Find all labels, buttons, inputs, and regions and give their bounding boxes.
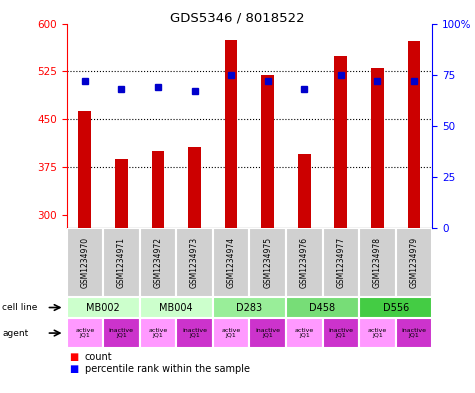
Text: D556: D556 [382, 303, 409, 312]
Text: inactive
JQ1: inactive JQ1 [328, 328, 353, 338]
Text: count: count [85, 352, 112, 362]
Text: inactive
JQ1: inactive JQ1 [255, 328, 280, 338]
Bar [66, 318, 103, 348]
Bar [66, 297, 140, 318]
Text: GSM1234978: GSM1234978 [373, 237, 382, 288]
Bar [66, 228, 103, 297]
Text: MB002: MB002 [86, 303, 120, 312]
Text: D458: D458 [310, 303, 335, 312]
Bar [396, 228, 432, 297]
Bar [176, 318, 213, 348]
Bar [140, 228, 176, 297]
Bar [359, 228, 396, 297]
Text: active
JQ1: active JQ1 [75, 328, 95, 338]
Text: GSM1234977: GSM1234977 [336, 237, 345, 288]
Bar [298, 154, 311, 228]
Bar [323, 318, 359, 348]
Bar [213, 228, 249, 297]
Text: GSM1234970: GSM1234970 [80, 237, 89, 288]
Bar [334, 55, 347, 228]
Bar [188, 147, 201, 228]
Text: GSM1234973: GSM1234973 [190, 237, 199, 288]
Text: GDS5346 / 8018522: GDS5346 / 8018522 [170, 12, 305, 25]
Text: inactive
JQ1: inactive JQ1 [182, 328, 207, 338]
Text: MB004: MB004 [160, 303, 193, 312]
Text: GSM1234972: GSM1234972 [153, 237, 162, 288]
Bar [152, 151, 164, 228]
Bar [286, 228, 323, 297]
Text: active
JQ1: active JQ1 [221, 328, 241, 338]
Bar [286, 318, 323, 348]
Bar [225, 40, 238, 228]
Bar [78, 111, 91, 228]
Text: inactive
JQ1: inactive JQ1 [401, 328, 427, 338]
Text: active
JQ1: active JQ1 [368, 328, 387, 338]
Bar [213, 318, 249, 348]
Bar [249, 318, 286, 348]
Text: GSM1234971: GSM1234971 [117, 237, 126, 288]
Bar [249, 228, 286, 297]
Text: active
JQ1: active JQ1 [148, 328, 168, 338]
Bar [286, 297, 359, 318]
Bar [359, 318, 396, 348]
Text: percentile rank within the sample: percentile rank within the sample [85, 364, 249, 374]
Text: GSM1234979: GSM1234979 [409, 237, 418, 288]
Text: ■: ■ [69, 352, 78, 362]
Bar [408, 41, 420, 228]
Bar [323, 228, 359, 297]
Bar [103, 228, 140, 297]
Text: agent: agent [2, 329, 28, 338]
Bar [103, 318, 140, 348]
Text: cell line: cell line [2, 303, 38, 312]
Bar [261, 75, 274, 228]
Bar [359, 297, 432, 318]
Bar [371, 68, 384, 228]
Text: GSM1234976: GSM1234976 [300, 237, 309, 288]
Bar [396, 318, 432, 348]
Text: GSM1234974: GSM1234974 [227, 237, 236, 288]
Text: inactive
JQ1: inactive JQ1 [109, 328, 134, 338]
Text: active
JQ1: active JQ1 [294, 328, 314, 338]
Bar [140, 318, 176, 348]
Text: ■: ■ [69, 364, 78, 374]
Bar [140, 297, 213, 318]
Bar [213, 297, 286, 318]
Bar [176, 228, 213, 297]
Text: GSM1234975: GSM1234975 [263, 237, 272, 288]
Text: D283: D283 [237, 303, 262, 312]
Bar [115, 159, 128, 228]
